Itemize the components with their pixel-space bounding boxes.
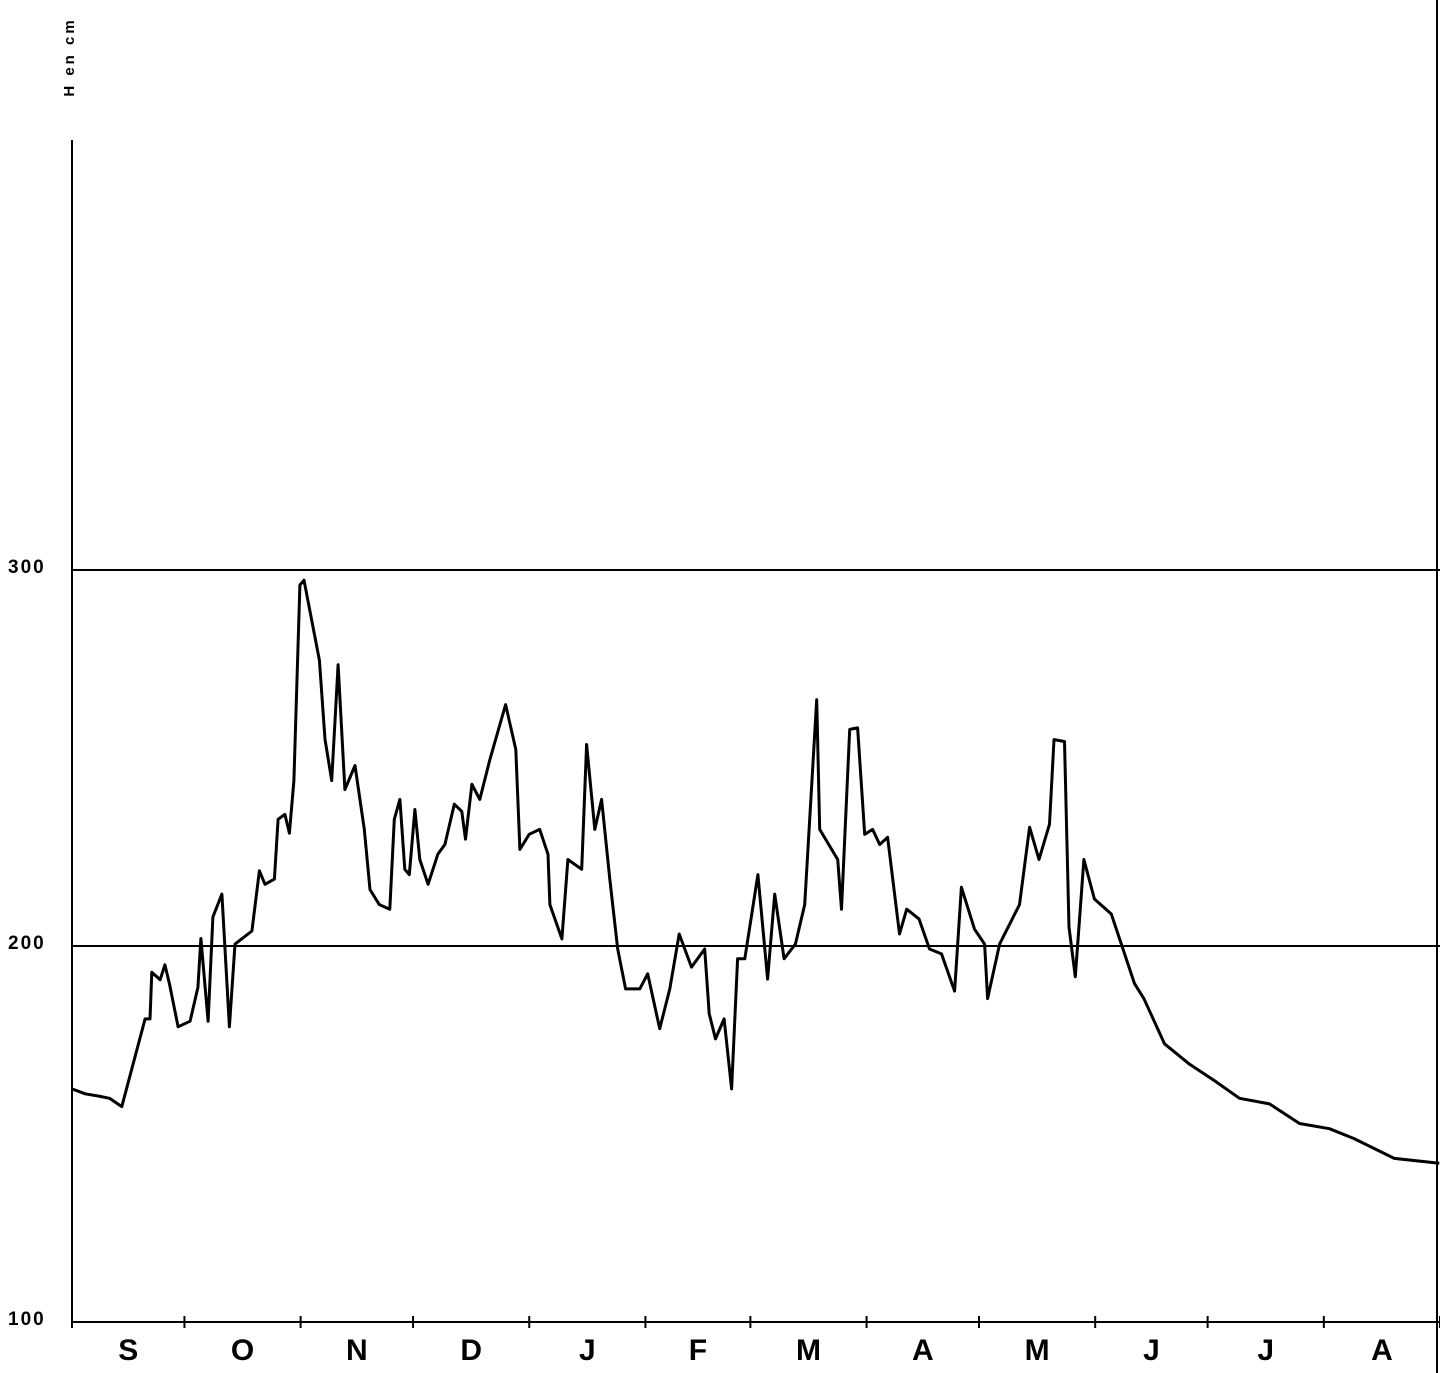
x-tick-label: J (1257, 1334, 1274, 1367)
x-tick-label: D (460, 1334, 482, 1367)
y-tick-label: 100 (8, 1309, 46, 1330)
x-tick-label: M (1025, 1334, 1050, 1367)
y-tick-label: 300 (8, 557, 46, 578)
y-axis-label: H en cm (61, 17, 78, 96)
x-tick-label: S (118, 1334, 138, 1367)
x-tick-label: O (231, 1334, 254, 1367)
x-tick-label: A (912, 1334, 934, 1367)
y-tick-label: 200 (8, 933, 46, 954)
x-tick-label: M (796, 1334, 821, 1367)
x-tick-label: J (1143, 1334, 1160, 1367)
x-tick-label: J (579, 1334, 596, 1367)
x-tick-label: N (346, 1334, 368, 1367)
x-tick-label: A (1371, 1334, 1393, 1367)
x-tick-label: F (689, 1334, 707, 1367)
data-line (71, 578, 1440, 1165)
